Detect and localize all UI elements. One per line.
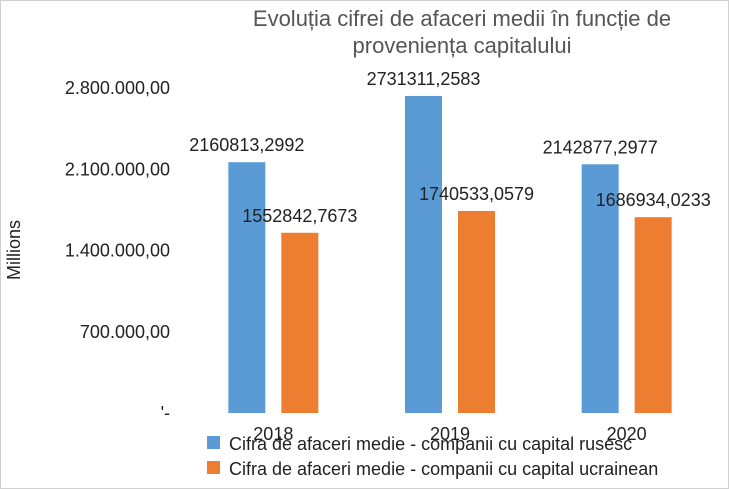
bar-ukrainian-capital — [458, 210, 495, 413]
x-category-label: 2019 — [430, 424, 470, 444]
legend: Cifra de afaceri medie - companii cu cap… — [207, 434, 658, 479]
bar-russian-capital — [405, 95, 442, 413]
bar-value-label: 1740533,0579 — [419, 184, 534, 204]
bar-value-label: 1552842,7673 — [242, 206, 357, 226]
legend-swatch-russian — [207, 436, 220, 449]
bar-value-label: 2142877,2977 — [543, 137, 658, 157]
legend-label-ukrainian: Cifra de afaceri medie - companii cu cap… — [229, 459, 658, 479]
bar-ukrainian-capital — [281, 232, 319, 413]
y-axis-title: Millions — [4, 220, 24, 280]
bar-value-label: 2731311,2583 — [367, 69, 481, 89]
y-tick-label: 1.400.000,00 — [65, 241, 170, 261]
bar-ukrainian-capital — [634, 217, 672, 413]
chart-title-line-2: proveniența capitalului — [353, 33, 572, 58]
bar-value-label: 2160813,2992 — [189, 135, 304, 155]
y-tick-label: 2.100.000,00 — [65, 159, 170, 179]
chart-title-line-1: Evoluția cifrei de afaceri medii în func… — [253, 6, 671, 31]
y-tick-label: '- — [161, 403, 170, 423]
bar-russian-capital — [581, 164, 619, 413]
y-tick-label: 700.000,00 — [80, 322, 170, 342]
legend-label-russian: Cifra de afaceri medie - companii cu cap… — [229, 434, 632, 454]
x-category-label: 2018 — [253, 424, 293, 444]
legend-swatch-ukrainian — [207, 461, 220, 474]
y-tick-label: 2.800.000,00 — [65, 78, 170, 98]
bar-value-label: 1686934,0233 — [596, 190, 711, 210]
y-axis-ticks: '- 700.000,00 1.400.000,00 2.100.000,00 2.80… — [65, 78, 170, 423]
chart-title: Evoluția cifrei de afaceri medii în func… — [253, 6, 671, 58]
data-labels: 2160813,2992 1552842,7673 2731311,2583 1740… — [189, 69, 710, 226]
x-category-label: 2020 — [607, 424, 647, 444]
bar-russian-capital — [228, 162, 266, 413]
x-axis-categories: 2018 2019 2020 — [253, 424, 646, 444]
bars — [228, 95, 672, 413]
